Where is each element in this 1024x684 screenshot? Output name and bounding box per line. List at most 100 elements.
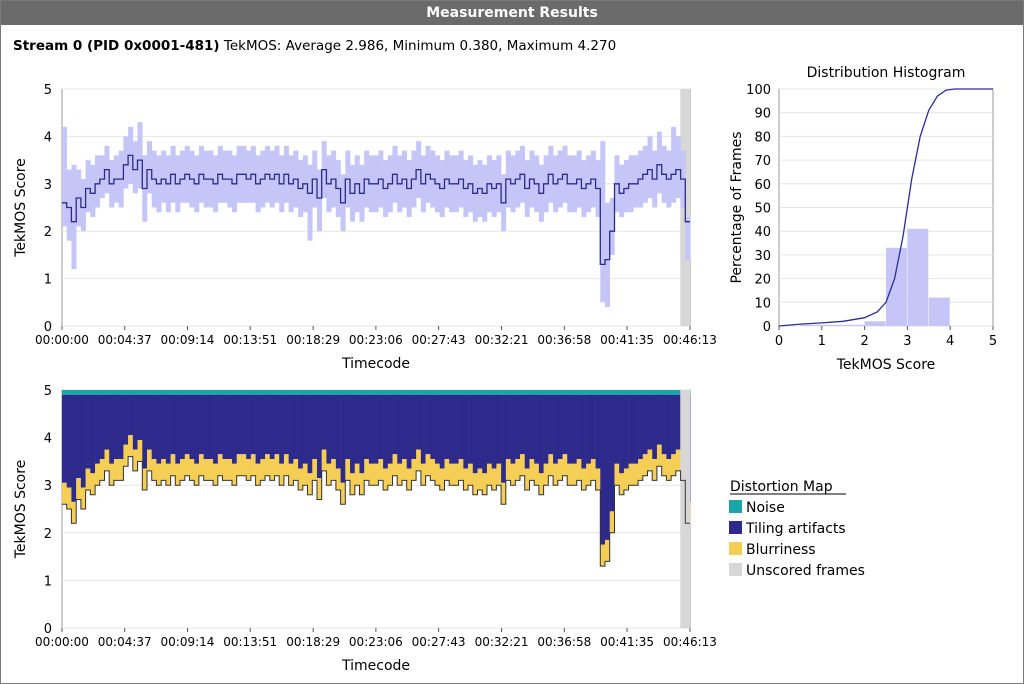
histogram-y-tick-label: 90 bbox=[754, 107, 771, 122]
distortion-tiling-band bbox=[307, 394, 313, 474]
distortion-blur-band bbox=[331, 459, 337, 481]
distortion-tiling-band bbox=[321, 394, 327, 450]
distortion-noise-band bbox=[638, 390, 644, 395]
distortion-tiling-band bbox=[368, 394, 374, 464]
distortion-noise-band bbox=[151, 390, 157, 395]
distortion-tiling-band bbox=[269, 394, 275, 460]
summary-line: Stream 0 (PID 0x0001-481) TekMOS: Averag… bbox=[13, 38, 616, 54]
distortion-tiling-band bbox=[312, 394, 318, 460]
distortion-tiling-band bbox=[156, 394, 162, 464]
distortion-x-axis-label: Timecode bbox=[341, 658, 410, 674]
distortion-tiling-band bbox=[652, 394, 658, 460]
distortion-noise-band bbox=[553, 390, 559, 395]
legend-label-unscored-frames: Unscored frames bbox=[746, 563, 865, 579]
distortion-noise-band bbox=[420, 390, 426, 395]
timeline-y-tick-label: 3 bbox=[44, 178, 52, 193]
distortion-tiling-band bbox=[298, 394, 304, 469]
distortion-tiling-band bbox=[534, 394, 540, 464]
distortion-x-tick-label: 00:00:00 bbox=[35, 635, 89, 649]
distortion-tiling-band bbox=[425, 394, 431, 455]
distortion-noise-band bbox=[66, 390, 72, 395]
distortion-tiling-band bbox=[113, 394, 119, 460]
distortion-blur-band bbox=[449, 463, 455, 486]
distortion-blur-band bbox=[628, 463, 634, 486]
distortion-tiling-band bbox=[345, 394, 351, 460]
distortion-noise-band bbox=[444, 390, 450, 395]
distortion-noise-band bbox=[633, 390, 639, 395]
distortion-blur-band bbox=[411, 459, 417, 481]
distortion-noise-band bbox=[373, 390, 379, 395]
distortion-noise-band bbox=[203, 390, 209, 395]
distortion-tiling-band bbox=[477, 394, 483, 469]
distortion-tiling-band bbox=[586, 394, 592, 464]
distortion-blur-band bbox=[213, 463, 219, 486]
distortion-blur-band bbox=[534, 463, 540, 486]
distortion-tiling-band bbox=[623, 394, 629, 469]
timeline-range-bar bbox=[137, 122, 143, 189]
timeline-range-bar bbox=[316, 169, 322, 232]
distortion-tiling-band bbox=[76, 394, 82, 479]
distortion-noise-band bbox=[520, 390, 526, 395]
distortion-tiling-band bbox=[524, 394, 530, 469]
distortion-blur-band bbox=[510, 463, 516, 486]
distortion-noise-band bbox=[595, 390, 601, 395]
distortion-tiling-band bbox=[217, 394, 223, 455]
distortion-tiling-band bbox=[675, 394, 681, 450]
distortion-noise-band bbox=[246, 390, 252, 395]
distortion-tiling-band bbox=[515, 394, 521, 460]
distortion-tiling-band bbox=[576, 394, 582, 460]
histogram-y-tick-label: 50 bbox=[754, 202, 771, 217]
timeline-y-axis-label: TekMOS Score bbox=[13, 158, 29, 258]
histogram-bar bbox=[843, 324, 865, 326]
distortion-tiling-band bbox=[227, 394, 233, 460]
distortion-blur-band bbox=[425, 454, 431, 476]
distortion-blur-band bbox=[340, 482, 346, 505]
window-title: Measurement Results bbox=[1, 1, 1023, 25]
timeline-range-bar bbox=[123, 136, 129, 189]
histogram-x-axis-label: TekMOS Score bbox=[836, 357, 936, 373]
distortion-noise-band bbox=[241, 390, 247, 395]
distortion-noise-band bbox=[675, 390, 681, 395]
distortion-blur-band bbox=[359, 473, 365, 495]
distortion-blur-band bbox=[576, 459, 582, 481]
timeline-x-tick-label: 00:32:21 bbox=[475, 333, 529, 347]
distortion-noise-band bbox=[411, 390, 417, 395]
distortion-blur-band bbox=[142, 468, 148, 490]
timeline-range-bar bbox=[619, 164, 625, 217]
timeline-y-tick-label: 1 bbox=[44, 273, 52, 288]
distortion-y-tick-label: 3 bbox=[44, 479, 52, 494]
distortion-x-tick-label: 00:04:37 bbox=[98, 635, 152, 649]
timeline-range-bar bbox=[222, 150, 228, 203]
distortion-blur-band bbox=[95, 463, 101, 486]
timeline-range-bar bbox=[132, 141, 138, 194]
legend-label-noise: Noise bbox=[746, 500, 785, 516]
distortion-noise-band bbox=[482, 390, 488, 395]
distortion-noise-band bbox=[109, 390, 115, 395]
distortion-noise-band bbox=[397, 390, 403, 395]
legend-swatch-blurriness bbox=[729, 542, 742, 555]
timeline-range-bar bbox=[246, 150, 252, 203]
distortion-noise-band bbox=[477, 390, 483, 395]
distortion-tiling-band bbox=[364, 394, 370, 460]
timeline-x-tick-label: 00:27:43 bbox=[412, 333, 466, 347]
distortion-blur-band bbox=[515, 459, 521, 481]
distortion-tiling-band bbox=[420, 394, 426, 464]
distortion-blur-band bbox=[392, 454, 398, 476]
distortion-blur-band bbox=[520, 454, 526, 476]
distortion-blur-band bbox=[194, 463, 200, 486]
distortion-tiling-band bbox=[633, 394, 639, 464]
distortion-blur-band bbox=[368, 463, 374, 486]
histogram-bar bbox=[800, 324, 822, 326]
distortion-blur-band bbox=[416, 449, 422, 471]
timeline-range-bar bbox=[307, 164, 313, 241]
distortion-blur-band bbox=[180, 459, 186, 481]
distortion-noise-band bbox=[496, 390, 502, 395]
histogram-bar bbox=[928, 297, 950, 326]
distortion-noise-band bbox=[534, 390, 540, 395]
distortion-blur-band bbox=[562, 454, 568, 476]
distortion-noise-band bbox=[562, 390, 568, 395]
distortion-tiling-band bbox=[666, 394, 672, 460]
distortion-noise-band bbox=[265, 390, 271, 395]
distortion-noise-band bbox=[383, 390, 389, 395]
distortion-noise-band bbox=[198, 390, 204, 395]
